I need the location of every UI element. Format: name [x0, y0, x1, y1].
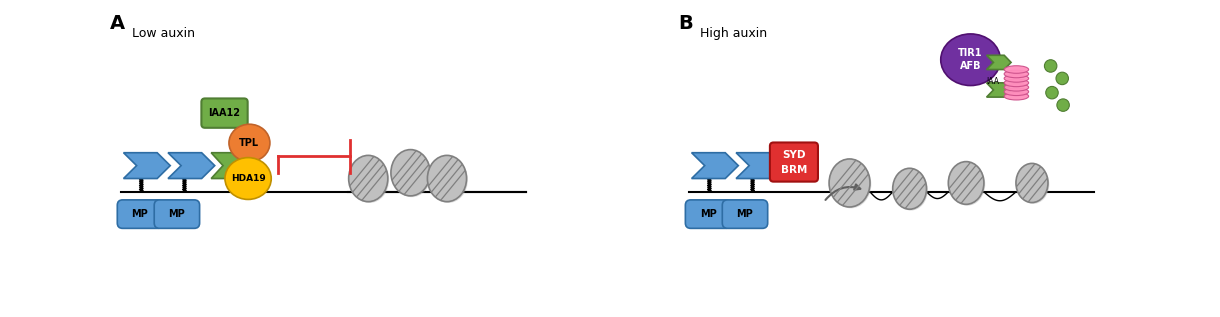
- Ellipse shape: [1004, 93, 1028, 100]
- Text: MP: MP: [168, 209, 185, 219]
- Text: TIR1: TIR1: [959, 48, 983, 58]
- Ellipse shape: [349, 155, 388, 202]
- Ellipse shape: [427, 155, 466, 202]
- Ellipse shape: [830, 159, 870, 207]
- Polygon shape: [987, 83, 1011, 97]
- Ellipse shape: [941, 34, 1000, 86]
- FancyBboxPatch shape: [686, 200, 731, 228]
- Text: MP: MP: [700, 209, 716, 219]
- Text: HDA19: HDA19: [231, 174, 266, 183]
- Ellipse shape: [1004, 84, 1028, 91]
- Ellipse shape: [224, 158, 271, 199]
- Polygon shape: [211, 153, 254, 178]
- Ellipse shape: [393, 151, 432, 197]
- FancyBboxPatch shape: [154, 200, 200, 228]
- Text: TPL: TPL: [239, 138, 260, 148]
- Ellipse shape: [831, 160, 871, 208]
- Text: High auxin: High auxin: [700, 27, 767, 40]
- Text: MP: MP: [132, 209, 149, 219]
- Polygon shape: [987, 55, 1011, 69]
- Text: SYD: SYD: [782, 150, 805, 160]
- Ellipse shape: [428, 157, 468, 203]
- Ellipse shape: [1017, 165, 1049, 204]
- Ellipse shape: [1004, 79, 1028, 87]
- Ellipse shape: [390, 150, 431, 196]
- Polygon shape: [123, 153, 171, 178]
- Ellipse shape: [229, 124, 270, 162]
- Circle shape: [1046, 87, 1058, 99]
- Polygon shape: [692, 153, 738, 178]
- Ellipse shape: [893, 168, 926, 209]
- Circle shape: [1057, 99, 1070, 111]
- Polygon shape: [168, 153, 215, 178]
- FancyBboxPatch shape: [770, 142, 817, 182]
- Ellipse shape: [1004, 66, 1028, 73]
- Text: IAA: IAA: [986, 77, 999, 87]
- Ellipse shape: [1016, 163, 1048, 203]
- FancyBboxPatch shape: [201, 99, 248, 128]
- Polygon shape: [736, 153, 783, 178]
- Text: IAA12: IAA12: [209, 108, 240, 118]
- FancyBboxPatch shape: [722, 200, 767, 228]
- Text: B: B: [678, 14, 693, 33]
- Text: A: A: [110, 14, 126, 33]
- Ellipse shape: [1004, 74, 1028, 82]
- Text: MP: MP: [737, 209, 754, 219]
- Text: AFB: AFB: [960, 61, 981, 71]
- Ellipse shape: [1004, 70, 1028, 78]
- Ellipse shape: [949, 163, 986, 206]
- Circle shape: [1057, 72, 1069, 85]
- Ellipse shape: [894, 170, 928, 210]
- Ellipse shape: [350, 157, 389, 203]
- Circle shape: [1044, 60, 1057, 72]
- Ellipse shape: [1004, 88, 1028, 95]
- FancyBboxPatch shape: [117, 200, 162, 228]
- Text: Low auxin: Low auxin: [133, 27, 195, 40]
- Ellipse shape: [948, 162, 983, 204]
- Text: BRM: BRM: [781, 165, 808, 175]
